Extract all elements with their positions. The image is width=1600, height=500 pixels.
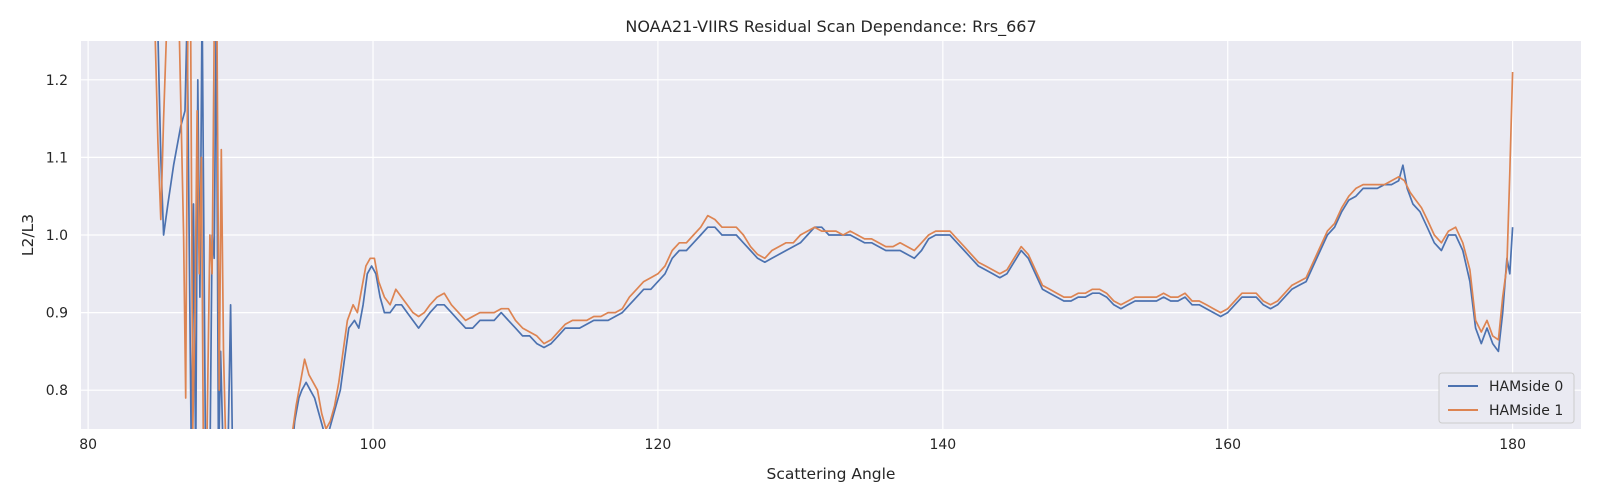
- y-axis-label: L2/L3: [19, 214, 37, 256]
- series-layer: [154, 41, 1514, 429]
- x-tick-label: 140: [929, 437, 956, 453]
- y-tick-label: 1.1: [46, 150, 68, 166]
- x-axis-label: Scattering Angle: [767, 465, 896, 483]
- x-tick-label: 100: [360, 437, 387, 453]
- y-tick-label: 1.0: [46, 228, 68, 244]
- grid-lines: [81, 41, 1581, 429]
- legend-label-hamside-1: HAMside 1: [1489, 403, 1563, 419]
- series-line-hamside-0: [293, 164, 1514, 429]
- chart-title: NOAA21-VIIRS Residual Scan Dependance: R…: [625, 17, 1036, 37]
- y-tick-label: 0.8: [46, 383, 68, 399]
- y-tick-label: 0.9: [46, 306, 68, 322]
- series-line-hamside-1: [292, 71, 1514, 429]
- x-tick-label: 120: [645, 437, 672, 453]
- x-tick-label: 80: [79, 437, 97, 453]
- legend: HAMside 0 HAMside 1: [1438, 372, 1575, 424]
- x-tick-label: 180: [1499, 437, 1526, 453]
- legend-label-hamside-0: HAMside 0: [1489, 379, 1563, 395]
- series-line-hamside-1: [154, 41, 227, 429]
- y-tick-label: 1.2: [46, 73, 68, 89]
- x-tick-label: 160: [1214, 437, 1241, 453]
- y-tick-labels: 0.8 0.9 1.0 1.1 1.2: [46, 73, 68, 399]
- x-tick-labels: 80 100 120 140 160 180: [79, 437, 1526, 453]
